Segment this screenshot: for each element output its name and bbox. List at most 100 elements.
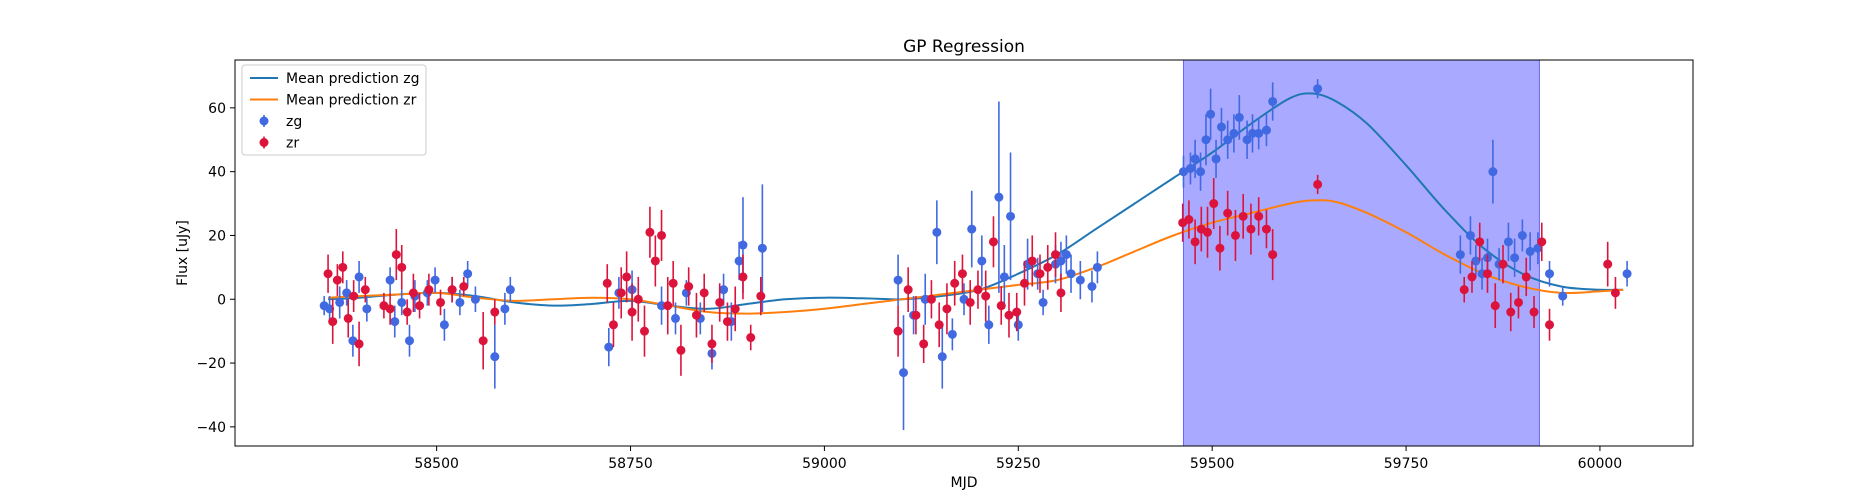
data-point-zg xyxy=(335,286,345,319)
data-point-zr xyxy=(676,324,686,376)
marker xyxy=(349,291,359,301)
marker xyxy=(903,285,913,295)
marker xyxy=(934,320,944,330)
data-point-zr xyxy=(478,312,488,370)
data-point-zr xyxy=(722,302,732,341)
data-point-zg xyxy=(439,308,449,341)
data-point-zg xyxy=(899,315,909,431)
data-point-zr xyxy=(919,324,929,364)
marker xyxy=(1545,320,1555,330)
marker xyxy=(893,275,903,285)
data-point-zr xyxy=(1514,286,1524,319)
data-point-zg xyxy=(1465,216,1475,255)
y-tick-label: −40 xyxy=(196,420,226,436)
marker xyxy=(436,297,446,307)
marker xyxy=(622,272,632,282)
data-point-zr xyxy=(1019,260,1029,306)
marker xyxy=(988,237,998,247)
x-tick-label: 60000 xyxy=(1578,456,1623,472)
data-point-zr xyxy=(402,299,412,325)
data-point-zr xyxy=(328,299,338,344)
data-point-zr xyxy=(1209,178,1219,230)
data-point-zr xyxy=(1268,229,1278,281)
plot-frame xyxy=(234,59,1694,447)
marker xyxy=(920,294,930,304)
data-point-zr xyxy=(707,324,717,364)
marker xyxy=(919,339,929,349)
marker xyxy=(385,275,395,285)
data-point-zg xyxy=(604,327,614,367)
data-point-zg xyxy=(1201,114,1211,166)
data-point-zr xyxy=(730,286,740,332)
marker xyxy=(505,285,515,295)
data-point-zg xyxy=(967,190,977,268)
legend-item-zr: zr xyxy=(259,136,299,152)
marker xyxy=(1482,269,1492,279)
marker xyxy=(973,285,983,295)
data-point-zr xyxy=(354,321,364,367)
marker xyxy=(616,288,626,298)
marker xyxy=(1537,237,1547,247)
data-point-zr xyxy=(360,276,370,303)
x-tick-label: 59250 xyxy=(996,456,1041,472)
marker xyxy=(942,304,952,314)
marker xyxy=(402,307,412,317)
marker xyxy=(332,275,342,285)
data-point-zg xyxy=(1066,254,1076,293)
marker xyxy=(1190,154,1200,164)
data-point-zr xyxy=(424,273,434,306)
marker xyxy=(455,297,465,307)
data-point-zg xyxy=(1517,219,1527,252)
marker xyxy=(1459,285,1469,295)
marker xyxy=(1092,262,1102,272)
data-point-zr xyxy=(645,206,655,258)
marker xyxy=(1490,301,1500,311)
marker xyxy=(684,281,694,291)
marker xyxy=(1223,208,1233,218)
data-point-zg xyxy=(1525,232,1535,271)
marker xyxy=(478,336,488,346)
marker xyxy=(325,304,335,314)
marker xyxy=(490,352,500,362)
marker xyxy=(1209,199,1219,209)
marker xyxy=(639,326,649,336)
legend-box xyxy=(241,64,427,156)
marker xyxy=(950,278,960,288)
data-point-zg xyxy=(1196,152,1206,191)
data-point-zg xyxy=(455,289,465,316)
marker xyxy=(1242,135,1252,145)
data-point-zg xyxy=(1178,155,1188,188)
data-point-zg xyxy=(1216,107,1226,147)
data-point-zr xyxy=(447,276,457,303)
marker xyxy=(1184,215,1194,225)
marker xyxy=(893,326,903,336)
marker xyxy=(1622,269,1632,279)
data-point-zr xyxy=(1043,245,1053,290)
y-tick-label: 0 xyxy=(217,292,226,308)
marker xyxy=(1247,128,1257,138)
data-point-zg xyxy=(671,302,681,335)
marker xyxy=(1238,211,1248,221)
data-point-zg xyxy=(1061,235,1071,274)
data-point-zr xyxy=(391,229,401,281)
marker xyxy=(1521,272,1531,282)
data-point-zr xyxy=(490,299,500,325)
marker xyxy=(1313,84,1323,94)
marker xyxy=(965,297,975,307)
data-point-zr xyxy=(657,209,667,261)
marker xyxy=(633,294,643,304)
x-tick-label: 59500 xyxy=(1190,456,1235,472)
data-point-zr xyxy=(996,286,1006,325)
data-point-zr xyxy=(1467,260,1477,293)
data-point-zr xyxy=(1246,203,1256,255)
data-point-zr xyxy=(903,267,913,313)
legend-label: zr xyxy=(286,136,299,152)
marker xyxy=(1498,259,1508,269)
data-point-zg xyxy=(1229,114,1239,153)
marker xyxy=(1019,278,1029,288)
data-point-zr xyxy=(1056,273,1066,313)
data-point-zr xyxy=(663,276,673,335)
marker xyxy=(602,278,612,288)
data-point-zg xyxy=(470,286,480,313)
marker xyxy=(668,278,678,288)
